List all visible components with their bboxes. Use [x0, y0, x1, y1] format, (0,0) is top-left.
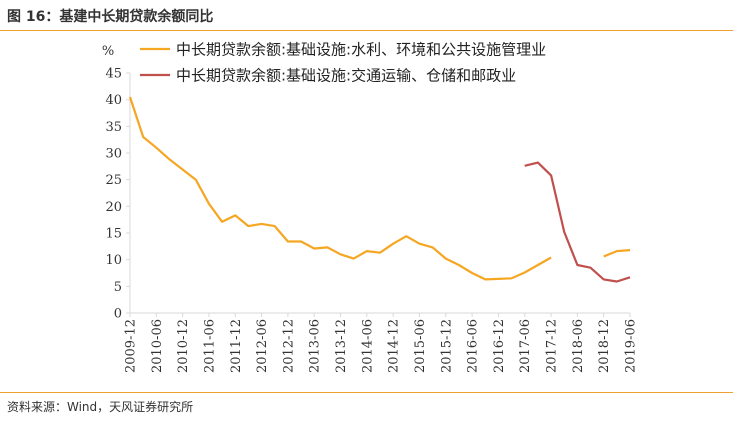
- y-tick-label: 30: [105, 147, 122, 162]
- x-tick-label: 2012-06: [255, 319, 270, 373]
- legend-label-1: 中长期贷款余额:基础设施:水利、环境和公共设施管理业: [176, 41, 546, 59]
- x-tick-label: 2015-12: [439, 319, 454, 373]
- y-tick-label: 10: [105, 253, 122, 268]
- chart-axes: 0 5 10 15 20 25 30 35 40 45% 2009-12 2010-06 2010-12…: [102, 44, 639, 373]
- figure-title: 图 16：基建中长期贷款余额同比: [7, 9, 214, 25]
- x-tick-label: 2010-12: [176, 319, 191, 373]
- chart-series: [128, 96, 631, 283]
- x-tick-label: 2013-12: [334, 319, 349, 373]
- y-tick-label: 5: [114, 280, 122, 295]
- series-line-1: [603, 249, 631, 258]
- x-tick-label: 2014-06: [360, 319, 375, 373]
- chart-legend: 中长期贷款余额:基础设施:水利、环境和公共设施管理业中长期贷款余额:基础设施:交…: [140, 41, 546, 85]
- source-note: 资料来源：Wind，天风证券研究所: [7, 400, 194, 414]
- title-divider: [0, 30, 733, 31]
- x-tick-label: 2014-12: [387, 319, 402, 373]
- x-tick-label: 2011-06: [202, 319, 217, 373]
- y-tick-label: 20: [105, 200, 122, 215]
- series-line-1: [128, 96, 552, 281]
- y-unit-label: %: [102, 44, 114, 59]
- x-tick-label: 2013-06: [308, 319, 323, 373]
- x-tick-label: 2009-12: [124, 319, 139, 373]
- y-tick-label: 45: [105, 67, 122, 82]
- x-tick-label: 2010-06: [150, 319, 165, 373]
- y-tick-label: 35: [105, 120, 122, 135]
- x-tick-label: 2012-12: [281, 319, 296, 373]
- y-tick-label: 15: [105, 227, 122, 242]
- x-tick-label: 2016-06: [466, 319, 481, 373]
- x-tick-label: 2011-12: [229, 319, 244, 373]
- y-tick-label: 0: [114, 307, 122, 322]
- x-tick-label: 2019-06: [624, 319, 639, 373]
- source-divider: [0, 392, 733, 393]
- x-tick-label: 2016-12: [492, 319, 507, 373]
- y-tick-label: 25: [105, 173, 122, 188]
- series-line-2: [524, 161, 631, 283]
- y-tick-label: 40: [105, 93, 122, 108]
- x-tick-label: 2018-12: [597, 319, 612, 373]
- x-tick-label: 2017-06: [518, 319, 533, 373]
- line-chart: 0 5 10 15 20 25 30 35 40 45% 2009-12 2010-06 2010-12…: [102, 41, 639, 374]
- x-tick-label: 2017-12: [545, 319, 560, 373]
- x-tick-label: 2015-06: [413, 319, 428, 373]
- legend-label-2: 中长期贷款余额:基础设施:交通运输、仓储和邮政业: [176, 67, 516, 85]
- x-tick-label: 2018-06: [571, 319, 586, 373]
